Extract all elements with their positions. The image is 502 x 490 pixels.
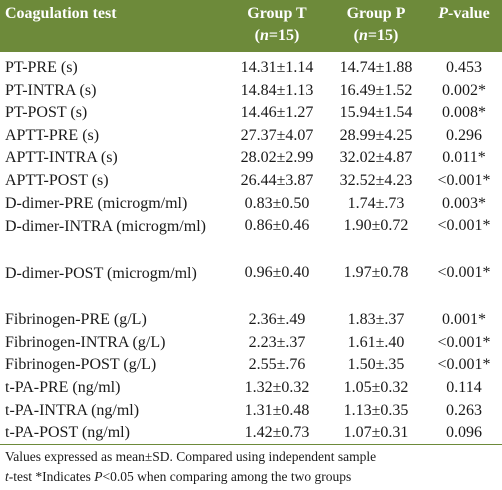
cell-group-t: 0.86±0.46 (244, 217, 310, 235)
cell-p-value: 0.296 (446, 126, 482, 144)
table-row: APTT-PRE (s) 27.37±4.07 28.99±4.25 0.296 (0, 125, 502, 148)
footnote-line-1: Values expressed as mean±SD. Compared us… (5, 449, 377, 464)
cell-group-p: 1.97±0.78 (343, 264, 409, 282)
table-row: t-PA-PRE (ng/ml) 1.32±0.32 1.05±0.32 0.114 (0, 377, 502, 400)
cell-group-p: 16.49±1.52 (339, 81, 413, 99)
cell-p-value: <0.001* (437, 356, 491, 374)
cell-test: Fibrinogen-INTRA (g/L) (5, 333, 166, 351)
table-row: D-dimer-PRE (microgm/ml) 0.83±0.50 1.74±.7… (0, 193, 502, 216)
cell-group-t: 2.36±.49 (248, 311, 306, 329)
cell-group-t: 14.84±1.13 (240, 81, 314, 99)
table-row: D-dimer-POST (microgm/ml) 0.96±0.40 1.97±0… (0, 262, 502, 309)
header-group-t: Group T (247, 5, 307, 22)
cell-group-p: 32.02±4.87 (339, 149, 413, 167)
cell-group-p: 1.07±0.31 (343, 424, 409, 442)
table-row: APTT-INTRA (s) 28.02±2.99 32.02±4.87 0.011* (0, 147, 502, 170)
cell-test: APTT-PRE (s) (5, 126, 100, 144)
cell-p-value: 0.263 (446, 401, 482, 419)
header-group-t-n: (n=15) (254, 27, 300, 44)
cell-test: D-dimer-PRE (microgm/ml) (5, 194, 188, 212)
cell-group-t: 0.96±0.40 (244, 264, 310, 282)
cell-group-p: 28.99±4.25 (339, 126, 413, 144)
table-body: PT-PRE (s) 14.31±1.14 14.74±1.88 0.453 PT-IN… (0, 57, 502, 445)
cell-group-p: 32.52±4.23 (339, 171, 413, 189)
table-row: D-dimer-INTRA (microgm/ml) 0.86±0.46 1.90±… (0, 215, 502, 262)
table-row: t-PA-POST (ng/ml) 1.42±0.73 1.07±0.31 0.096 (0, 422, 502, 445)
cell-p-value: <0.001* (437, 217, 491, 235)
cell-p-value: 0.008* (442, 104, 486, 122)
cell-group-p: 1.13±0.35 (343, 401, 409, 419)
cell-p-value: <0.001* (437, 333, 491, 351)
cell-p-value: 0.453 (446, 59, 482, 76)
cell-p-value: 0.001* (442, 311, 486, 329)
cell-group-t: 0.83±0.50 (244, 194, 310, 212)
header-coagulation-test: Coagulation test (5, 5, 117, 22)
cell-group-p: 15.94±1.54 (339, 104, 413, 122)
cell-group-t: 1.42±0.73 (244, 424, 310, 442)
cell-group-t: 14.31±1.14 (240, 59, 314, 76)
cell-test: Fibrinogen-POST (g/L) (5, 356, 157, 374)
cell-test: t-PA-PRE (ng/ml) (5, 378, 121, 396)
table-header: Coagulation test Group T (n=15) Group P … (0, 0, 502, 52)
header-p-value: P-value (438, 5, 490, 22)
cell-test: APTT-INTRA (s) (5, 149, 118, 167)
cell-group-t: 1.32±0.32 (244, 378, 310, 396)
table-row: PT-INTRA (s) 14.84±1.13 16.49±1.52 0.002* (0, 80, 502, 103)
cell-group-p: 1.83±.37 (347, 311, 405, 329)
cell-test: PT-POST (s) (5, 104, 88, 122)
table-divider (0, 444, 502, 445)
cell-p-value: <0.001* (437, 171, 491, 189)
cell-test: t-PA-INTRA (ng/ml) (5, 401, 140, 419)
cell-group-p: 1.61±.40 (347, 333, 405, 351)
cell-group-p: 1.50±.35 (347, 356, 405, 374)
table-row: APTT-POST (s) 26.44±3.87 32.52±4.23 <0.001* (0, 170, 502, 193)
cell-test: t-PA-POST (ng/ml) (5, 424, 130, 442)
cell-p-value: 0.002* (442, 81, 486, 99)
cell-test: Fibrinogen-PRE (g/L) (5, 311, 147, 329)
cell-group-t: 1.31±0.48 (244, 401, 310, 419)
cell-group-p: 1.05±0.32 (343, 378, 409, 396)
cell-p-value: <0.001* (437, 264, 491, 282)
table-row: t-PA-INTRA (ng/ml) 1.31±0.48 1.13±0.35 0.26… (0, 400, 502, 423)
cell-group-p: 1.90±0.72 (343, 217, 409, 235)
cell-test: PT-PRE (s) (5, 59, 78, 76)
table-footnote: Values expressed as mean±SD. Compared us… (5, 447, 499, 487)
cell-p-value: 0.011* (442, 149, 486, 167)
cell-group-t: 27.37±4.07 (240, 126, 314, 144)
cell-group-t: 28.02±2.99 (240, 149, 314, 167)
table-row: Fibrinogen-PRE (g/L) 2.36±.49 1.83±.37 0.00… (0, 309, 502, 332)
cell-group-t: 14.46±1.27 (240, 104, 314, 122)
cell-p-value: 0.114 (446, 378, 482, 396)
cell-p-value: 0.096 (446, 424, 482, 442)
header-group-p: Group P (346, 5, 406, 22)
cell-test: D-dimer-INTRA (microgm/ml) (5, 218, 206, 236)
cell-group-p: 14.74±1.88 (339, 59, 413, 76)
cell-group-t: 2.55±.76 (248, 356, 306, 374)
cell-group-t: 26.44±3.87 (240, 171, 314, 189)
table-row: Fibrinogen-INTRA (g/L) 2.23±.37 1.61±.40 <0… (0, 332, 502, 355)
cell-test: PT-INTRA (s) (5, 81, 97, 99)
header-group-p-n: (n=15) (353, 27, 399, 44)
cell-group-t: 2.23±.37 (248, 333, 306, 351)
footnote-line-2: t-test *Indicates P<0.05 when comparing … (5, 469, 352, 484)
cell-test: D-dimer-POST (microgm/ml) (5, 265, 197, 283)
table-row: Fibrinogen-POST (g/L) 2.55±.76 1.50±.35 <0.… (0, 354, 502, 377)
cell-p-value: 0.003* (442, 194, 486, 212)
table-row: PT-PRE (s) 14.31±1.14 14.74±1.88 0.453 (0, 57, 502, 80)
table-row: PT-POST (s) 14.46±1.27 15.94±1.54 0.008* (0, 102, 502, 125)
cell-group-p: 1.74±.73 (347, 194, 405, 212)
cell-test: APTT-POST (s) (5, 171, 109, 189)
